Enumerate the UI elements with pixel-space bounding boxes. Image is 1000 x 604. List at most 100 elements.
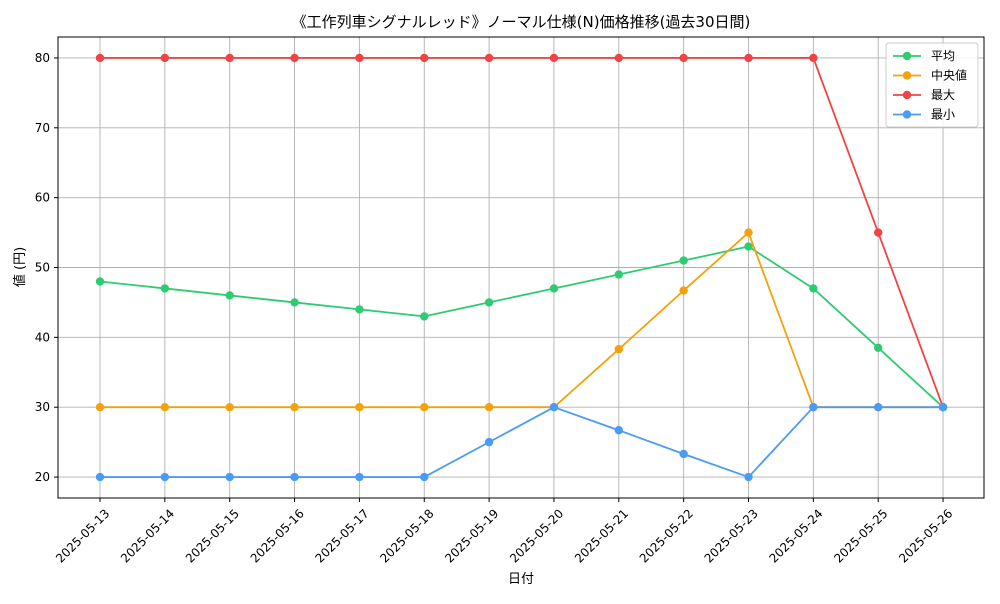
y-tick-label: 70 (35, 121, 50, 135)
series-最小 (95, 402, 948, 482)
legend-marker (902, 110, 912, 119)
data-point (484, 53, 494, 63)
data-point (290, 53, 299, 63)
data-point (160, 402, 170, 412)
x-tick-label: 2025-05-19 (442, 506, 501, 565)
data-point (679, 53, 688, 63)
legend-label: 平均 (931, 49, 955, 63)
legend-marker (902, 90, 912, 100)
data-point (420, 402, 429, 412)
data-point (420, 53, 429, 63)
series-line (99, 245, 944, 408)
data-point (809, 284, 818, 293)
data-point (484, 298, 494, 307)
data-point (95, 277, 105, 286)
data-point (614, 345, 623, 354)
data-point (744, 242, 753, 251)
data-point (95, 53, 105, 63)
y-tick-label: 80 (35, 51, 50, 65)
x-tick-label: 2025-05-24 (766, 506, 825, 565)
legend-label: 中央値 (931, 68, 967, 83)
data-point (549, 53, 559, 63)
data-point (549, 284, 559, 293)
grid (58, 37, 984, 498)
legend-item: 最大 (893, 88, 955, 102)
legend-marker (902, 71, 912, 80)
legend-item: 最小 (893, 108, 955, 122)
x-tick-label: 2025-05-23 (702, 506, 761, 565)
data-point (484, 437, 494, 447)
series-平均 (95, 242, 948, 412)
data-point (95, 402, 105, 412)
y-tick-label: 60 (35, 191, 50, 205)
series-line (100, 57, 944, 408)
data-point (225, 53, 234, 63)
data-point (225, 472, 234, 482)
x-tick-label: 2025-05-16 (248, 506, 307, 565)
data-point (420, 312, 429, 321)
legend-item: 中央値 (893, 68, 967, 83)
data-point (225, 291, 234, 300)
y-tick-label: 40 (35, 330, 50, 344)
series-group (95, 53, 948, 482)
data-point (420, 472, 429, 482)
data-point (160, 472, 170, 482)
data-point (614, 53, 623, 63)
data-point (355, 402, 364, 412)
legend-item: 平均 (893, 49, 955, 63)
x-tick-label: 2025-05-17 (313, 506, 372, 565)
legend-label: 最小 (931, 108, 955, 122)
x-tick-label: 2025-05-21 (572, 506, 631, 565)
series-中央値 (95, 228, 948, 412)
x-tick-label: 2025-05-13 (53, 506, 112, 565)
x-tick-label: 2025-05-22 (637, 506, 696, 565)
y-tick-label: 50 (35, 261, 50, 275)
x-axis-label: 日付 (508, 572, 534, 587)
x-tick-label: 2025-05-14 (118, 506, 177, 565)
data-point (744, 228, 753, 237)
series-最大 (95, 53, 948, 412)
legend-box (885, 42, 979, 128)
data-point (614, 426, 623, 435)
data-point (614, 270, 623, 279)
legend-label: 最大 (931, 88, 955, 102)
data-point (290, 298, 299, 307)
data-point (290, 472, 299, 482)
data-point (874, 343, 883, 353)
x-tick-label: 2025-05-15 (183, 506, 242, 565)
data-point (938, 402, 948, 412)
y-axis-label: 値 (円) (12, 247, 28, 287)
legend-marker (902, 51, 912, 61)
chart-title: 《工作列車シグナルレッド》ノーマル仕様(N)価格推移(過去30日間) (292, 13, 751, 31)
x-tick-label: 2025-05-20 (507, 506, 566, 565)
data-point (355, 472, 364, 482)
data-point (679, 256, 688, 265)
data-point (355, 305, 364, 314)
data-point (160, 53, 170, 63)
data-point (355, 53, 364, 63)
data-point (874, 228, 883, 237)
x-tick-label: 2025-05-18 (377, 506, 436, 565)
data-point (225, 402, 234, 412)
data-point (484, 402, 494, 412)
data-point (679, 286, 688, 295)
y-tick-label: 30 (35, 400, 50, 414)
x-tick-label: 2025-05-26 (896, 506, 955, 565)
data-point (809, 53, 818, 63)
series-line (100, 406, 944, 478)
data-point (160, 284, 170, 293)
data-point (874, 402, 883, 412)
data-point (744, 472, 753, 482)
y-tick-label: 20 (35, 470, 50, 484)
data-point (549, 402, 559, 412)
data-point (95, 472, 105, 482)
x-tick-label: 2025-05-25 (831, 506, 890, 565)
data-point (290, 402, 299, 412)
data-point (744, 53, 753, 63)
series-line (100, 231, 944, 409)
data-point (809, 402, 818, 412)
data-point (679, 449, 688, 459)
